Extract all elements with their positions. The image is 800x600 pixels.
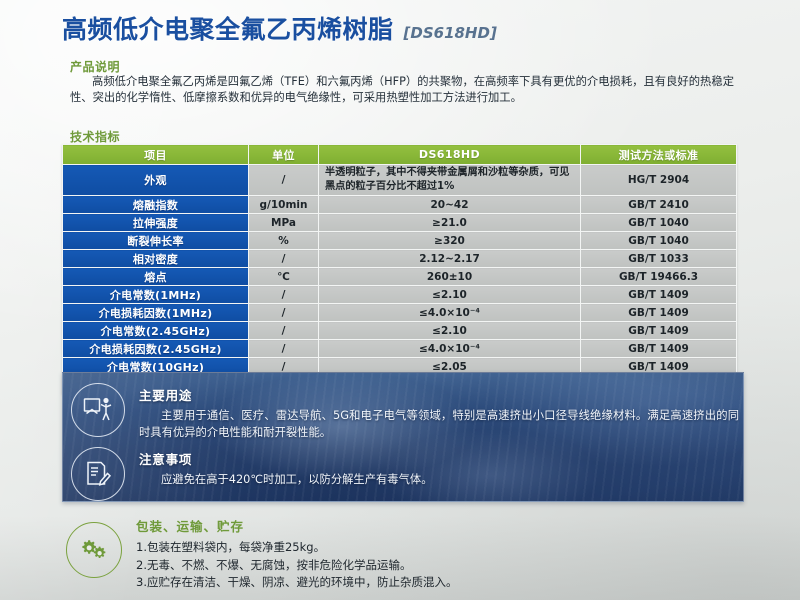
list-item: 2.无毒、不燃、不爆、无腐蚀，按非危险化学品运输。 bbox=[136, 557, 412, 572]
cell-unit: g/10min bbox=[248, 195, 319, 214]
cell-item: 外观 bbox=[62, 164, 249, 196]
title-row: 高频低介电聚全氟乙丙烯树脂 [DS618HD] bbox=[62, 10, 497, 46]
cell-item: 介电损耗因数(2.45GHz) bbox=[62, 339, 249, 358]
cell-item: 拉伸强度 bbox=[62, 213, 249, 232]
cell-standard: GB/T 1040 bbox=[580, 213, 737, 232]
cell-item: 介电常数(2.45GHz) bbox=[62, 321, 249, 340]
cell-unit: / bbox=[248, 164, 319, 196]
cell-value: ≤2.05 bbox=[318, 357, 581, 376]
cell-value: ≤4.0×10⁻⁴ bbox=[318, 303, 581, 322]
applications-panel: 主要用途 主要用于通信、医疗、雷达导航、5G和电子电气等领域，特别是高速挤出小口… bbox=[62, 372, 744, 502]
table-row: 熔点 ℃ 260±10 GB/T 19466.3 bbox=[62, 267, 737, 286]
product-code: [DS618HD] bbox=[403, 24, 497, 42]
col-header-unit: 单位 bbox=[248, 144, 319, 165]
usage-body: 主要用于通信、医疗、雷达导航、5G和电子电气等领域，特别是高速挤出小口径导线绝缘… bbox=[139, 409, 739, 439]
cell-standard: GB/T 1033 bbox=[580, 249, 737, 268]
document-pen-icon bbox=[71, 447, 125, 501]
table-row: 熔融指数 g/10min 20~42 GB/T 2410 bbox=[62, 195, 737, 214]
cell-standard: GB/T 1409 bbox=[580, 303, 737, 322]
col-header-item: 项目 bbox=[62, 144, 249, 165]
packaging-title: 包装、运输、贮存 bbox=[136, 519, 245, 534]
table-row: 介电常数(1MHz) / ≤2.10 GB/T 1409 bbox=[62, 285, 737, 304]
description-heading: 产品说明 bbox=[70, 60, 121, 74]
caution-text: 注意事项 应避免在高于420℃时加工，以防分解生产有毒气体。 bbox=[125, 445, 739, 488]
table-row: 介电损耗因数(1MHz) / ≤4.0×10⁻⁴ GB/T 1409 bbox=[62, 303, 737, 322]
packaging-block: 包装、运输、贮存 1.包装在塑料袋内，每袋净重25kg。 2.无毒、不燃、不爆、无… bbox=[66, 516, 457, 592]
packaging-text: 包装、运输、贮存 1.包装在塑料袋内，每袋净重25kg。 2.无毒、不燃、不爆、无… bbox=[122, 516, 457, 592]
cell-item: 介电损耗因数(1MHz) bbox=[62, 303, 249, 322]
cell-unit: / bbox=[248, 321, 319, 340]
caution-block: 注意事项 应避免在高于420℃时加工，以防分解生产有毒气体。 bbox=[71, 445, 735, 501]
cell-unit: ℃ bbox=[248, 267, 319, 286]
cell-standard: GB/T 19466.3 bbox=[580, 267, 737, 286]
table-row: 介电损耗因数(2.45GHz) / ≤4.0×10⁻⁴ GB/T 1409 bbox=[62, 339, 737, 358]
col-header-value: DS618HD bbox=[318, 144, 581, 165]
list-item: 3.应贮存在清洁、干燥、阴凉、避光的环境中，防止杂质混入。 bbox=[136, 575, 458, 589]
cell-value: 20~42 bbox=[318, 195, 581, 214]
list-item: 1.包装在塑料袋内，每袋净重25kg。 bbox=[136, 540, 326, 554]
cell-value: 260±10 bbox=[318, 267, 581, 286]
cell-unit: / bbox=[248, 357, 319, 376]
cell-value: ≥21.0 bbox=[318, 213, 581, 232]
usage-block: 主要用途 主要用于通信、医疗、雷达导航、5G和电子电气等领域，特别是高速挤出小口… bbox=[71, 381, 739, 441]
cell-standard: GB/T 1409 bbox=[580, 285, 737, 304]
cell-standard: GB/T 2410 bbox=[580, 195, 737, 214]
usage-text: 主要用途 主要用于通信、医疗、雷达导航、5G和电子电气等领域，特别是高速挤出小口… bbox=[125, 381, 739, 441]
cell-unit: MPa bbox=[248, 213, 319, 232]
col-header-standard: 测试方法或标准 bbox=[580, 144, 737, 165]
cell-value: ≤2.10 bbox=[318, 321, 581, 340]
table-row: 断裂伸长率% ≥320 GB/T 1040 bbox=[62, 231, 737, 250]
description-body: 高频低介电聚全氟乙丙烯是四氟乙烯（TFE）和六氟丙烯（HFP）的共聚物，在高频率… bbox=[70, 75, 734, 104]
spec-table-body: 外观 / 半透明粒子，其中不得夹带金属屑和沙粒等杂质，可见黑点的粒子百分比不超过1%… bbox=[62, 164, 737, 394]
spec-table: 项目 单位 DS618HD 测试方法或标准 外观 / 半透明粒子，其中不得夹带金属屑… bbox=[62, 144, 737, 394]
gears-icon bbox=[66, 522, 122, 578]
presentation-person-icon bbox=[71, 383, 125, 437]
cell-standard: HG/T 2904 bbox=[580, 164, 737, 196]
cell-value: ≤2.10 bbox=[318, 285, 581, 304]
page-title: 高频低介电聚全氟乙丙烯树脂 bbox=[62, 15, 394, 44]
cell-unit: / bbox=[248, 285, 319, 304]
cell-item: 介电常数(1MHz) bbox=[62, 285, 249, 304]
usage-title: 主要用途 bbox=[139, 388, 193, 403]
cell-value: ≥320 bbox=[318, 231, 581, 250]
cell-value: 半透明粒子，其中不得夹带金属屑和沙粒等杂质，可见黑点的粒子百分比不超过1% bbox=[318, 164, 581, 196]
cell-item: 相对密度 bbox=[62, 249, 249, 268]
cell-unit: % bbox=[248, 231, 319, 250]
cell-item: 熔点 bbox=[62, 267, 249, 286]
cell-unit: / bbox=[248, 249, 319, 268]
table-header-row: 项目 单位 DS618HD 测试方法或标准 bbox=[62, 144, 737, 165]
cell-standard: GB/T 1409 bbox=[580, 339, 737, 358]
table-row: 介电常数(10GHz) / ≤2.05 GB/T 1409 bbox=[62, 357, 737, 376]
cell-item: 断裂伸长率 bbox=[62, 231, 249, 250]
table-row: 相对密度/2.12~2.17 GB/T 1033 bbox=[62, 249, 737, 268]
table-row: 外观 / 半透明粒子，其中不得夹带金属屑和沙粒等杂质，可见黑点的粒子百分比不超过1%… bbox=[62, 164, 737, 196]
caution-title: 注意事项 bbox=[139, 452, 193, 467]
cell-unit: / bbox=[248, 303, 319, 322]
cell-unit: / bbox=[248, 339, 319, 358]
cell-item: 熔融指数 bbox=[62, 195, 249, 214]
spec-heading: 技术指标 bbox=[70, 130, 121, 144]
cell-standard: GB/T 1409 bbox=[580, 321, 737, 340]
cell-value-text: 半透明粒子，其中不得夹带金属屑和沙粒等杂质，可见黑点的粒子百分比不超过1% bbox=[325, 167, 570, 192]
cell-value: ≤4.0×10⁻⁴ bbox=[318, 339, 581, 358]
caution-body: 应避免在高于420℃时加工，以防分解生产有毒气体。 bbox=[161, 473, 433, 486]
table-row: 介电常数(2.45GHz) / ≤2.10 GB/T 1409 bbox=[62, 321, 737, 340]
cell-value: 2.12~2.17 bbox=[318, 249, 581, 268]
cell-standard: GB/T 1040 bbox=[580, 231, 737, 250]
table-row: 拉伸强度 MPa ≥21.0 GB/T 1040 bbox=[62, 213, 737, 232]
packaging-list: 1.包装在塑料袋内，每袋净重25kg。 2.无毒、不燃、不爆、无腐蚀，按非危险化学… bbox=[136, 539, 457, 592]
